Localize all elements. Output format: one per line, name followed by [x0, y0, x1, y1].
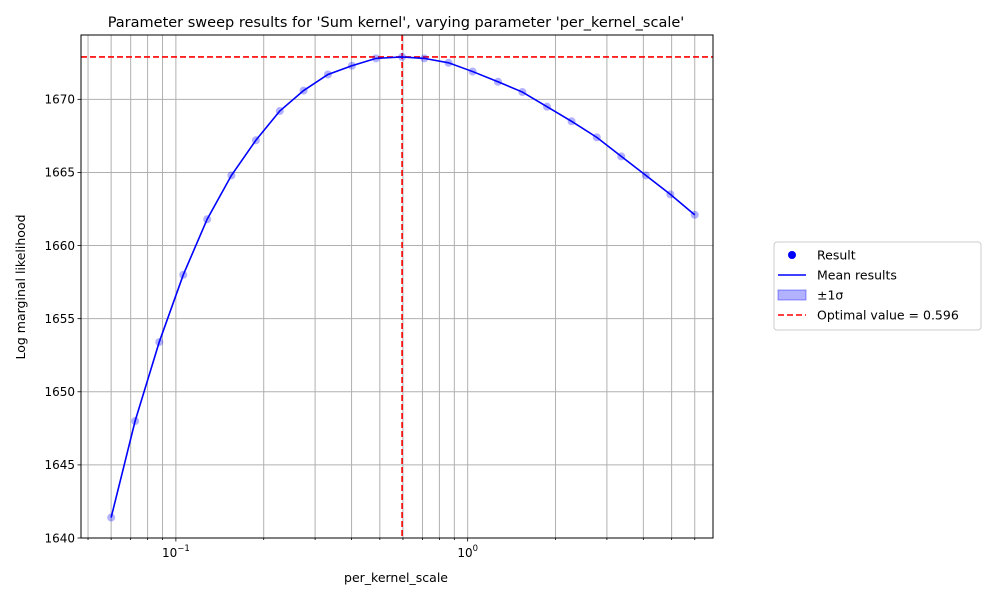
x-axis-label: per_kernel_scale: [344, 570, 448, 585]
y-tick-label: 1660: [44, 239, 75, 253]
chart-title: Parameter sweep results for 'Sum kernel'…: [108, 15, 685, 31]
x-tick-label: 100: [457, 544, 478, 560]
axes-frame: [80, 34, 714, 539]
y-tick-label: 1670: [44, 93, 75, 107]
y-tick-label: 1655: [44, 312, 75, 326]
grid: [81, 35, 713, 539]
y-tick-label: 1640: [44, 531, 75, 545]
legend-label: Optimal value = 0.596: [817, 307, 959, 322]
y-tick-label: 1665: [44, 166, 75, 180]
y-axis-label: Log marginal likelihood: [13, 214, 28, 359]
legend-label: ±1σ: [817, 287, 843, 302]
legend: Result Mean results ±1σ Optimal value = 0.5…: [773, 241, 982, 331]
legend-label: Result: [817, 247, 856, 262]
legend-label: Mean results: [817, 267, 897, 282]
legend-box: [773, 241, 982, 331]
legend-patch: [777, 289, 807, 301]
x-tick-label: 10−1: [162, 544, 190, 560]
legend-marker: [788, 251, 796, 259]
y-tick-label: 1645: [44, 458, 75, 472]
ticks: 10−1 100 1640 1645 1650 1655 1660 1665 1670: [44, 93, 696, 560]
y-tick-label: 1650: [44, 385, 75, 399]
series: [107, 52, 699, 522]
mean-results-line: [110, 56, 696, 518]
